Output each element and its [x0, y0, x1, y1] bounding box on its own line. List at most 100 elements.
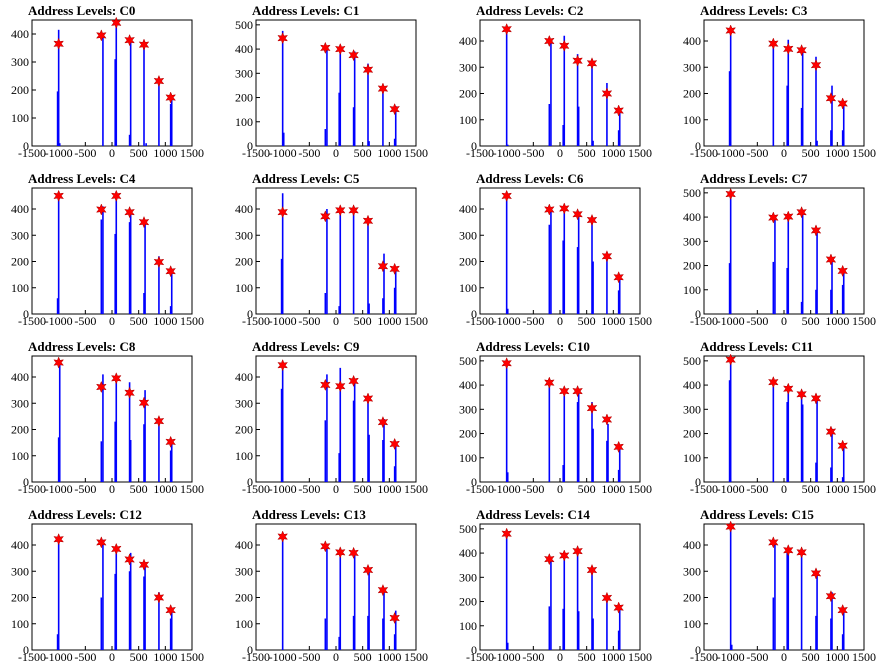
chart-panel: 0 100 200 300 400 500 -1500 -1000 -500 0 500 1000 15…	[448, 504, 672, 672]
peak-marker	[389, 437, 401, 451]
peak-marker	[586, 57, 598, 70]
y-tick-label: 200	[459, 595, 477, 609]
x-tick-label: 0	[557, 482, 563, 496]
x-tick-label: 500	[130, 146, 148, 160]
x-tick-label: -1000	[717, 146, 745, 160]
peak-marker	[277, 530, 289, 543]
x-tick-label: -500	[298, 146, 320, 160]
chart-svg: 0 100 200 300 400 -1500-1000 -500 0 500 1000 1500	[459, 187, 652, 328]
peak-marker	[837, 439, 849, 452]
y-tick-label: 200	[235, 255, 253, 269]
peak-marker	[613, 601, 625, 614]
x-tick-label: -1500	[18, 650, 46, 664]
x-tick-label: 500	[802, 146, 820, 160]
peak-marker	[165, 603, 177, 617]
peak-marker	[796, 546, 807, 559]
chart-title: Address Levels: C3	[700, 3, 808, 18]
x-tick-label: 1000	[825, 650, 849, 664]
chart-panel: 0 100 200 300 400 -1500 -1000 -500 0 500 1000 1500 A…	[448, 168, 672, 336]
chart-svg: 0 100 200 300 400 -1500-1000 -500 0 500 1000 1500	[235, 355, 428, 496]
x-tick-label: 1000	[377, 482, 401, 496]
y-tick-label: 0	[471, 307, 477, 321]
peak-marker	[110, 189, 122, 203]
peak-marker	[334, 204, 346, 217]
axes-frame	[703, 187, 865, 315]
axes-frame	[31, 19, 193, 147]
peak-marker	[165, 435, 177, 449]
x-tick-label: 1500	[628, 650, 652, 664]
y-tick-label: 300	[11, 228, 29, 242]
y-tick-label: 0	[471, 139, 477, 153]
x-tick-label: 500	[802, 650, 820, 664]
x-tick-label: -500	[74, 146, 96, 160]
x-tick-label: 500	[578, 650, 596, 664]
x-tick-label: -1000	[45, 482, 73, 496]
peak-marker	[348, 204, 359, 217]
chart-title: Address Levels: C9	[252, 339, 360, 354]
peak-marker	[725, 187, 737, 201]
y-tick-label: 400	[235, 538, 253, 552]
peak-marker	[601, 413, 613, 426]
chart-panel: 0 100 200 300 400 -1500 -1000 -500 0 500 1000 1500 A…	[224, 168, 448, 336]
y-tick-label: 100	[235, 449, 253, 463]
peak-marker	[558, 549, 570, 562]
x-tick-label: -1000	[493, 146, 521, 160]
y-tick-label: 100	[11, 111, 29, 125]
peak-marker	[319, 210, 331, 223]
peak-marker	[334, 42, 346, 56]
peak-marker	[725, 353, 737, 366]
y-tick-label: 300	[683, 402, 701, 416]
axes-frame	[479, 355, 641, 483]
x-tick-label: 1000	[825, 146, 849, 160]
x-tick-label: -1000	[269, 482, 297, 496]
axes-frame	[255, 523, 417, 651]
y-tick-label: 500	[235, 18, 253, 32]
x-tick-label: -500	[74, 314, 96, 328]
peak-marker	[377, 260, 389, 273]
peak-marker	[543, 552, 555, 566]
chart-panel: 0 100 200 300 400 -1500 -1000 -500 0 500 1000 1500 A…	[672, 0, 896, 168]
peak-marker	[825, 425, 837, 438]
peak-marker	[613, 104, 625, 117]
axes-frame	[255, 187, 417, 315]
peak-marker	[95, 29, 107, 42]
peak-marker	[138, 38, 150, 51]
x-tick-label: 1000	[601, 314, 625, 328]
y-tick-label: 0	[695, 643, 701, 657]
x-tick-label: 500	[578, 146, 596, 160]
peak-marker	[153, 591, 165, 604]
x-tick-label: 1500	[180, 482, 204, 496]
peak-marker	[825, 92, 837, 105]
x-tick-label: 500	[354, 314, 372, 328]
x-tick-label: 1500	[852, 146, 876, 160]
x-tick-label: 1500	[180, 314, 204, 328]
peak-marker	[782, 210, 794, 223]
x-tick-label: -500	[74, 482, 96, 496]
x-tick-label: -500	[522, 314, 544, 328]
x-tick-label: 0	[333, 146, 339, 160]
chart-svg: 0 100 200 300 400 -1500-1000 -500 0 500 1000 1500	[11, 355, 204, 496]
peak-marker	[124, 33, 135, 47]
peak-marker	[796, 388, 807, 401]
chart-title: Address Levels: C1	[252, 3, 360, 18]
y-tick-label: 200	[11, 83, 29, 97]
y-tick-label: 400	[11, 27, 29, 41]
x-tick-label: 1000	[377, 650, 401, 664]
y-tick-label: 100	[235, 115, 253, 129]
y-tick-label: 100	[11, 449, 29, 463]
peak-marker	[501, 357, 513, 370]
y-tick-label: 300	[459, 570, 477, 584]
x-tick-label: -1500	[690, 146, 718, 160]
peak-marker	[362, 63, 374, 76]
x-tick-label: -1500	[18, 314, 46, 328]
peak-marker	[319, 540, 331, 553]
y-tick-label: 300	[235, 396, 253, 410]
chart-panel: 0 100 200 300 400 -1500 -1000 -500 0 500 1000 1500 A…	[448, 0, 672, 168]
x-tick-label: -1000	[717, 650, 745, 664]
peak-marker	[782, 42, 794, 56]
y-tick-label: 300	[11, 55, 29, 69]
peak-marker	[558, 384, 570, 398]
x-tick-label: 500	[130, 650, 148, 664]
x-tick-label: -500	[746, 146, 768, 160]
axes-frame	[479, 523, 641, 651]
